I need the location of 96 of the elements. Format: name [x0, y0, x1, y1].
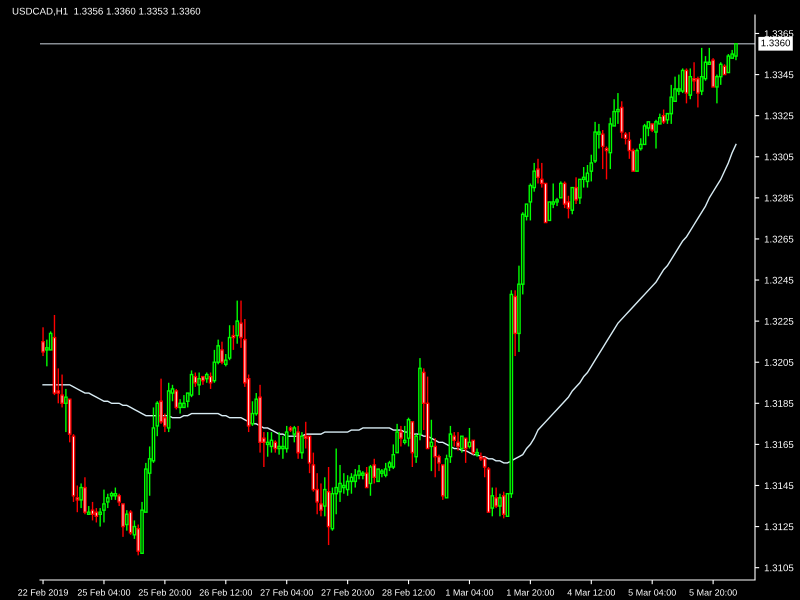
x-tick-label: 27 Feb 04:00: [260, 589, 313, 596]
candlestick: [384, 462, 388, 478]
candlestick: [669, 84, 674, 125]
y-tick-label: 1.3145: [764, 482, 794, 490]
candlestick: [376, 468, 380, 482]
candlestick: [266, 431, 270, 458]
candlestick: [684, 68, 688, 104]
y-tick-label: 1.3245: [764, 276, 794, 284]
y-tick-label: 1.3305: [764, 154, 794, 160]
candlestick: [722, 64, 726, 76]
candlestick: [468, 427, 472, 450]
y-tick-label: 1.3345: [764, 71, 794, 78]
candlestick: [654, 119, 658, 150]
candlestick: [182, 394, 186, 408]
candlestick: [346, 474, 350, 496]
ref-line-label: 1.3360: [761, 39, 790, 46]
candlestick: [300, 431, 304, 460]
candlestick: [292, 425, 296, 444]
candlestick: [41, 326, 45, 357]
candlestick: [277, 431, 281, 456]
y-tick-label: 1.3185: [764, 400, 794, 407]
chart-title: USDCAD,H1 1.3356 1.3360 1.3353 1.3360: [12, 8, 200, 16]
candlestick: [460, 435, 464, 454]
x-tick-label: 5 Mar 20:00: [689, 589, 737, 596]
candlestick: [502, 490, 506, 520]
y-tick-label: 1.3265: [764, 236, 794, 243]
candlestick: [430, 419, 434, 472]
candlestick: [270, 431, 274, 454]
candlestick: [364, 466, 368, 488]
candlestick: [452, 431, 456, 448]
y-tick-label: 1.3105: [764, 564, 794, 572]
candlestick: [64, 388, 68, 433]
candlestick: [90, 501, 94, 522]
candlestick: [368, 464, 372, 496]
candlestick: [235, 300, 240, 344]
y-tick-label: 1.3165: [764, 441, 794, 448]
x-tick-label: 26 Feb 12:00: [200, 589, 252, 596]
candlestick: [700, 47, 704, 96]
y-tick-label: 1.3125: [764, 523, 794, 530]
candlestick: [456, 431, 460, 452]
y-tick-label: 1.3325: [764, 112, 794, 120]
candlestick: [406, 416, 410, 448]
candlestick: [692, 62, 696, 92]
candlestick: [296, 425, 300, 460]
candlestick: [204, 372, 209, 384]
candlestick: [688, 68, 692, 100]
candlestick: [494, 486, 498, 509]
candlestick: [498, 493, 502, 518]
x-tick-label: 1 Mar 20:00: [506, 589, 554, 596]
candlestick: [680, 68, 684, 94]
x-tick-label: 1 Mar 04:00: [446, 589, 494, 596]
line-series: [42, 144, 737, 464]
candlestick: [281, 435, 285, 460]
x-tick-label: 25 Feb 20:00: [138, 589, 192, 596]
candlestick: [208, 372, 212, 390]
x-tick-label: 28 Feb 12:00: [382, 589, 435, 596]
candlestick: [570, 186, 574, 215]
candlestick: [114, 486, 118, 501]
x-tick-label: 22 Feb 2019: [18, 589, 68, 596]
x-tick-label: 25 Feb 04:00: [78, 589, 130, 596]
candlestick: [178, 398, 182, 414]
candlestick: [433, 438, 438, 478]
x-tick-label: 27 Feb 20:00: [321, 589, 374, 596]
candlestick: [616, 92, 620, 125]
candlestick: [128, 509, 132, 536]
candlestick: [232, 324, 236, 351]
candlestick: [726, 53, 730, 74]
candlestick: [734, 43, 738, 61]
y-tick-label: 1.3205: [764, 358, 794, 366]
candlestick: [194, 372, 198, 388]
candlestick: [124, 509, 129, 532]
y-tick-label: 1.3225: [764, 318, 794, 325]
candlestick: [350, 472, 354, 494]
y-tick-label: 1.3285: [764, 194, 794, 202]
candlestick: [190, 370, 194, 398]
candlestick: [132, 520, 136, 540]
candlestick: [574, 176, 578, 205]
candlestick: [322, 476, 327, 518]
candlestick: [372, 458, 376, 484]
candlestick: [471, 440, 476, 456]
candlestick: [342, 472, 346, 494]
candlestick: [399, 425, 403, 448]
x-tick-label: 5 Mar 04:00: [628, 589, 676, 596]
candlestick: [273, 440, 278, 454]
x-tick-label: 4 Mar 12:00: [567, 589, 616, 596]
candlestick: [464, 438, 468, 464]
candlestick: [102, 488, 106, 524]
candlestick: [220, 340, 224, 365]
candlestick: [662, 108, 666, 125]
y-tick-label: 1.3365: [764, 30, 794, 38]
candlestick: [174, 388, 178, 410]
candlestick: [197, 372, 201, 396]
candlestick: [490, 486, 494, 518]
candlestick: [79, 482, 83, 509]
candlestick: [136, 524, 140, 556]
candlestick: [536, 158, 540, 184]
